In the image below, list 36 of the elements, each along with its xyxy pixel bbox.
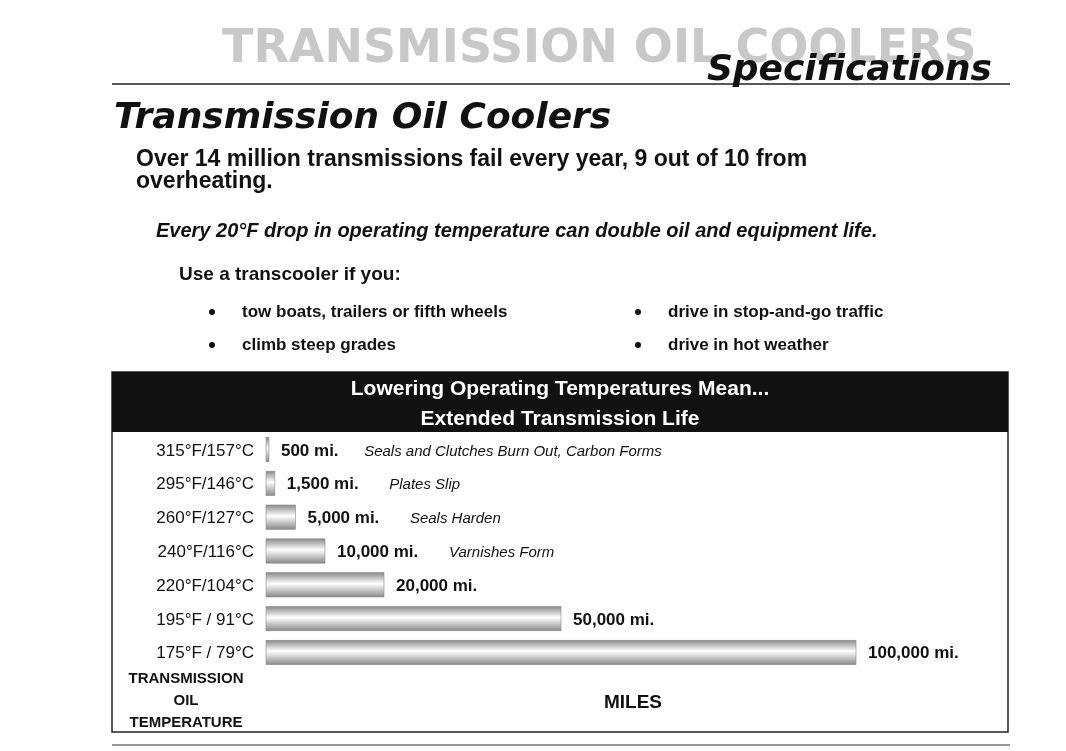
text: Use a transcooler if you: xyxy=(179,263,401,284)
y-tick-label: 220°F/104°C xyxy=(156,575,254,595)
bar xyxy=(265,606,562,632)
text: drive in stop-and-go traffic xyxy=(668,302,884,321)
y-tick-label: 240°F/116°C xyxy=(157,542,254,561)
y-tick-label: 195°F / 91°C xyxy=(156,609,254,629)
data-label: 20,000 mi. xyxy=(396,575,478,595)
data-label: 500 mi. xyxy=(280,440,339,460)
y-tick-label: 260°F/127°C xyxy=(156,508,254,528)
bar xyxy=(265,437,270,463)
bar xyxy=(265,504,296,530)
annotation: Seals Harden xyxy=(409,509,501,527)
text: Over 14 million transmissions fail every year, 9 out of 10 from overheating. xyxy=(136,145,808,193)
y-tick-label: 175°F / 79°C xyxy=(156,643,254,663)
bar xyxy=(265,538,326,564)
text: Transmission Oil Coolers xyxy=(114,95,612,136)
bar xyxy=(265,470,276,496)
text: tow boats, trailers or fifth wheels xyxy=(242,302,508,321)
chart-title: Lowering Operating Temperatures Mean... Extended Transmission Life xyxy=(350,376,770,429)
data-label: 100,000 mi. xyxy=(868,643,959,663)
x-axis-title: MILES xyxy=(603,691,663,712)
bar xyxy=(265,639,857,665)
annotation: Plates Slip xyxy=(389,475,461,493)
annotation: Varnishes Form xyxy=(449,543,555,560)
text: climb steep grades xyxy=(242,335,397,354)
data-label: 50,000 mi. xyxy=(573,609,655,629)
bar xyxy=(265,572,385,598)
data-label: 10,000 mi. xyxy=(337,542,419,561)
y-tick-label: 295°F/146°C xyxy=(156,474,254,494)
y-axis-title: TRANSMISSION OIL TEMPERATURE xyxy=(128,669,244,730)
data-label: 1,500 mi. xyxy=(286,474,359,494)
annotation: Seals and Clutches Burn Out, Carbon Forms xyxy=(364,441,663,459)
text: Every 20°F drop in operating temperature can double oil and equipment life. xyxy=(156,219,878,241)
y-tick-label: 315°F/157°C xyxy=(156,440,254,460)
data-label: 5,000 mi. xyxy=(307,508,380,528)
text: drive in hot weather xyxy=(668,335,829,354)
